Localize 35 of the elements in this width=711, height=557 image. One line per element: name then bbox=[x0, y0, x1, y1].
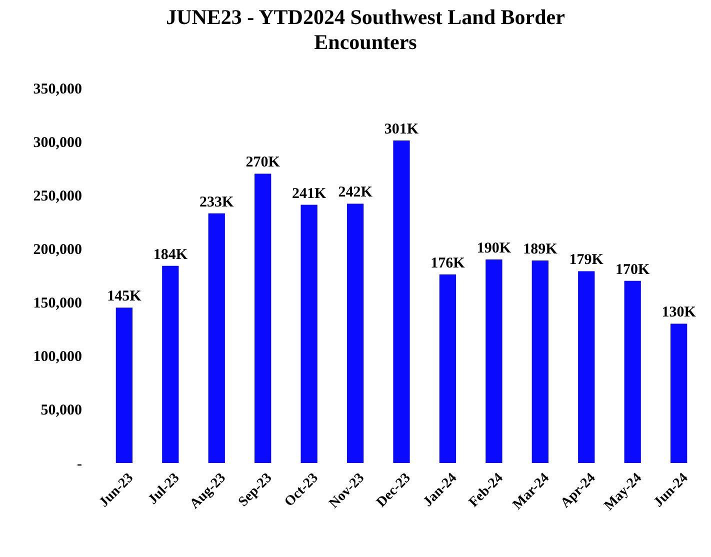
data-label: 301K bbox=[384, 122, 419, 138]
data-label: 241K bbox=[292, 186, 326, 202]
bar bbox=[116, 308, 133, 463]
bar bbox=[162, 266, 179, 463]
bar bbox=[670, 324, 688, 463]
bar bbox=[624, 280, 641, 463]
y-tick-label: 150,000 bbox=[33, 296, 82, 312]
bar bbox=[393, 140, 410, 463]
y-tick-label: 100,000 bbox=[33, 349, 82, 366]
data-label: 190K bbox=[476, 240, 512, 256]
data-label: 184K bbox=[153, 246, 188, 263]
data-label: 170K bbox=[616, 262, 650, 278]
y-tick-label: 300,000 bbox=[33, 134, 82, 151]
data-label: 270K bbox=[246, 154, 280, 171]
y-tick-label: 350,000 bbox=[33, 81, 82, 98]
data-label: 179K bbox=[569, 252, 604, 268]
bar bbox=[300, 204, 318, 463]
bar bbox=[439, 274, 456, 463]
bar bbox=[578, 271, 595, 463]
bar bbox=[254, 174, 272, 463]
data-label: 242K bbox=[338, 184, 373, 201]
data-label: 189K bbox=[523, 242, 558, 258]
data-label: 145K bbox=[107, 288, 142, 305]
y-tick-label: 50,000 bbox=[40, 402, 82, 419]
y-tick-label: 200,000 bbox=[33, 242, 82, 258]
bar bbox=[208, 213, 225, 463]
y-tick-label: - bbox=[77, 456, 82, 472]
y-tick-label: 250,000 bbox=[33, 188, 82, 204]
bar bbox=[486, 259, 502, 463]
data-label: 176K bbox=[430, 255, 466, 272]
bar bbox=[532, 260, 548, 463]
chart-title: JUNE23 - YTD2024 Southwest Land Border Encounters bbox=[166, 5, 565, 54]
data-label: 130K bbox=[662, 304, 696, 321]
bar bbox=[346, 204, 364, 463]
data-label: 233K bbox=[200, 194, 234, 210]
